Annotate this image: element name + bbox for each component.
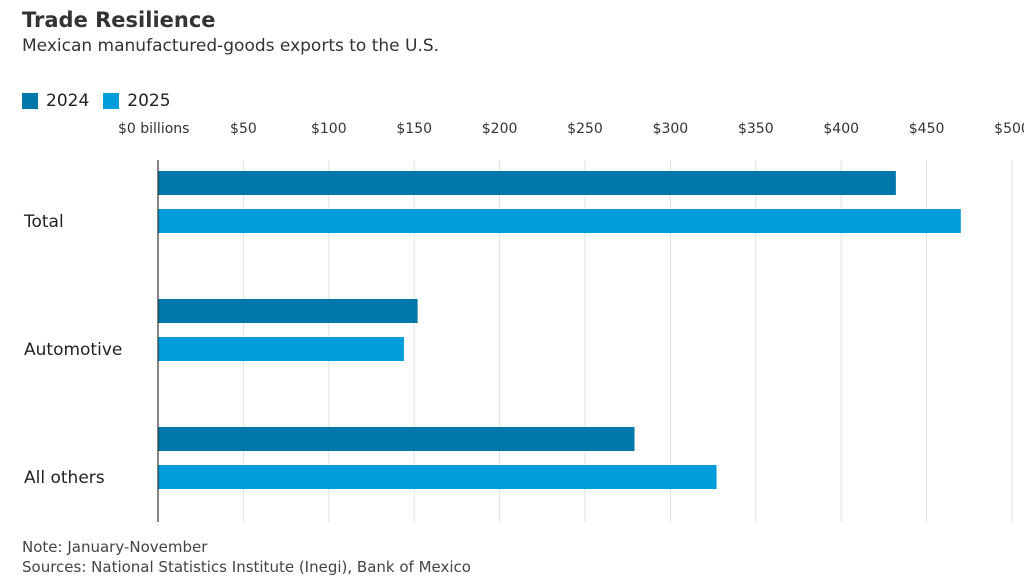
legend: 2024 2025: [22, 91, 171, 111]
legend-label-2024: 2024: [46, 91, 90, 111]
bar-total-2025: [158, 209, 961, 233]
legend-swatch-2024: [22, 93, 38, 109]
tick-label: $150: [396, 121, 432, 137]
legend-label-2025: 2025: [127, 91, 171, 111]
legend-item-2024: 2024: [22, 91, 89, 111]
bar-total-2024: [158, 171, 896, 195]
tick-label: $450: [909, 121, 945, 137]
tick-label: $0 billions: [118, 121, 189, 137]
chart-subtitle: Mexican manufactured-goods exports to th…: [22, 36, 440, 56]
chart-sources: Sources: National Statistics Institute (…: [22, 558, 471, 576]
tick-label: $100: [311, 121, 347, 137]
bar-all-others-2024: [158, 427, 635, 451]
chart-note: Note: January-November: [22, 538, 208, 556]
bar-automotive-2024: [158, 299, 418, 323]
tick-label: $300: [653, 121, 689, 137]
category-label: Total: [23, 212, 64, 232]
chart-title: Trade Resilience: [22, 8, 216, 32]
tick-label: $250: [567, 121, 603, 137]
bar-automotive-2025: [158, 337, 404, 361]
bar-all-others-2025: [158, 465, 717, 489]
category-label: All others: [24, 468, 105, 488]
legend-swatch-2025: [103, 93, 120, 109]
tick-label: $500: [994, 121, 1024, 137]
tick-label: $50: [230, 121, 257, 137]
tick-label: $400: [823, 121, 859, 137]
category-label: Automotive: [24, 340, 122, 360]
legend-item-2025: 2025: [103, 91, 171, 111]
tick-label: $350: [738, 121, 774, 137]
tick-label: $200: [482, 121, 518, 137]
